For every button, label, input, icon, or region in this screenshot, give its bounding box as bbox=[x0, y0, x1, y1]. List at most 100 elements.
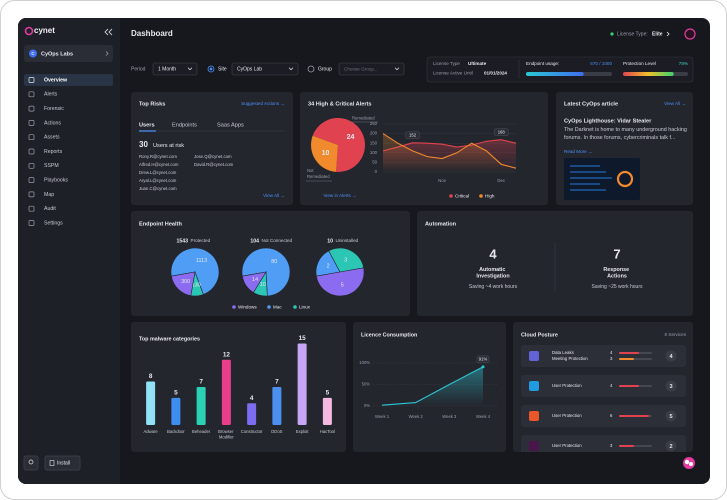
card-title: Latest CyOps article bbox=[564, 101, 618, 107]
pie-slice bbox=[171, 271, 196, 296]
site-select[interactable] bbox=[231, 62, 299, 76]
collapse-icon[interactable] bbox=[104, 28, 113, 36]
bar-value: 7 bbox=[275, 379, 279, 386]
automation-count: 7 bbox=[613, 246, 620, 261]
nav-item[interactable]: Settings bbox=[44, 220, 63, 226]
pie-slice bbox=[241, 247, 291, 297]
x-tick-label: Browser Modifier bbox=[218, 429, 235, 440]
protection-value: 78% bbox=[679, 61, 688, 66]
point bbox=[481, 365, 485, 369]
suggested-actions[interactable]: Suggested Actions → bbox=[241, 101, 285, 106]
nav-item[interactable]: Actions bbox=[44, 120, 61, 126]
article-image-detail bbox=[570, 189, 606, 191]
x-tick-label: Week 1 bbox=[375, 414, 390, 419]
bar bbox=[221, 359, 231, 425]
service-row[interactable] bbox=[521, 435, 686, 457]
pie-slice bbox=[316, 267, 365, 297]
pie-slice bbox=[312, 118, 365, 172]
pie-total: 1543 bbox=[176, 238, 188, 244]
period-select[interactable] bbox=[152, 62, 198, 76]
y-tick-label: 150 bbox=[370, 140, 378, 145]
text-line: Response bbox=[603, 267, 630, 273]
site-label: Site bbox=[218, 67, 227, 73]
license-chevron bbox=[666, 31, 670, 37]
service-row[interactable] bbox=[521, 375, 686, 397]
pie-category: Uninstalled bbox=[336, 238, 359, 243]
bar-value: 5 bbox=[174, 390, 178, 397]
period-value: 1 Month bbox=[158, 67, 176, 73]
view-in-alerts[interactable]: View in Alerts → bbox=[323, 193, 356, 198]
service-label: User Protection bbox=[552, 413, 582, 418]
nav-item[interactable]: Assets bbox=[44, 135, 60, 141]
group-radio[interactable] bbox=[307, 65, 315, 73]
user-email: David.R@cynet.com bbox=[194, 162, 234, 167]
license-until-label: License Active Until bbox=[433, 71, 473, 76]
site-radio-dot bbox=[209, 67, 213, 71]
user-button[interactable] bbox=[23, 455, 39, 471]
sidebar bbox=[18, 18, 120, 484]
nav-icon bbox=[28, 148, 35, 155]
chat-button[interactable] bbox=[683, 457, 695, 469]
usage-bar bbox=[526, 72, 584, 76]
x-tick-label: Backdoor bbox=[167, 429, 185, 434]
license-label: License Type: bbox=[617, 32, 648, 38]
malware-card bbox=[131, 322, 346, 452]
install-icon bbox=[49, 460, 55, 466]
text-line: Browser bbox=[218, 429, 235, 434]
automation-saving: Saving ~4 work hours bbox=[469, 284, 518, 290]
service-icon bbox=[529, 411, 539, 421]
x-tick-label: Week 4 bbox=[476, 414, 491, 419]
view-all[interactable]: View All → bbox=[263, 193, 285, 198]
nav-item[interactable]: Forensic bbox=[44, 106, 64, 112]
x-tick-label: DDoS bbox=[271, 429, 282, 434]
nav-item[interactable]: Audit bbox=[44, 206, 56, 212]
service-row[interactable] bbox=[521, 405, 686, 427]
view-all[interactable]: View All → bbox=[664, 101, 686, 106]
read-more[interactable]: Read More → bbox=[564, 149, 593, 154]
pie-slice bbox=[311, 135, 338, 172]
group-select[interactable] bbox=[338, 62, 405, 76]
article-headline: CyOps Lighthouse: Vidar Stealer bbox=[564, 118, 652, 124]
org-initial: C bbox=[31, 51, 35, 56]
automation-label: Response Actions bbox=[603, 267, 630, 280]
tab[interactable]: Users bbox=[139, 122, 155, 128]
tab[interactable]: Saas Apps bbox=[217, 122, 244, 128]
y-tick-label: 100% bbox=[359, 360, 370, 365]
pie-slice bbox=[242, 271, 267, 293]
nav-item[interactable]: SSPM bbox=[44, 163, 59, 169]
nav-item[interactable]: Reports bbox=[44, 149, 63, 155]
card-title: Top Risks bbox=[139, 101, 165, 107]
site-radio[interactable] bbox=[207, 65, 215, 73]
pie-total: 10 bbox=[327, 238, 333, 244]
org-selector[interactable] bbox=[24, 45, 113, 62]
nav-icon bbox=[28, 91, 35, 98]
service-count: 2 bbox=[669, 444, 672, 450]
x-tick-label: Exploit bbox=[296, 429, 309, 434]
x-tick-label: Week 2 bbox=[409, 414, 424, 419]
nav-item[interactable]: Alerts bbox=[44, 92, 58, 98]
service-row[interactable] bbox=[521, 345, 686, 367]
x-tick-label: Constructor bbox=[241, 429, 263, 434]
service-bar bbox=[619, 358, 634, 360]
text-line: Remediated bbox=[307, 174, 330, 179]
service-bar bbox=[619, 415, 649, 417]
service-value: 3 bbox=[610, 356, 613, 361]
service-value: 4 bbox=[610, 350, 613, 355]
install-label[interactable]: Install bbox=[57, 460, 70, 466]
user-email: Juan.C@cynet.com bbox=[139, 186, 177, 191]
article-excerpt-text: The Darknet is home to many underground … bbox=[564, 127, 687, 141]
bar bbox=[297, 343, 307, 425]
pie-callout-label: Remediated bbox=[352, 116, 375, 121]
user-email: Jose.Q@cynet.com bbox=[194, 154, 232, 159]
nav-item[interactable]: Playbooks bbox=[44, 177, 68, 183]
profile-button[interactable] bbox=[684, 28, 696, 40]
nav-item[interactable]: Overview bbox=[44, 77, 68, 83]
nav-item[interactable]: Map bbox=[44, 192, 54, 198]
install-button[interactable] bbox=[44, 455, 81, 471]
area bbox=[383, 133, 516, 172]
tab[interactable]: Endpoints bbox=[172, 122, 197, 128]
bar bbox=[247, 403, 257, 425]
pie-label: 1113 bbox=[196, 258, 207, 264]
